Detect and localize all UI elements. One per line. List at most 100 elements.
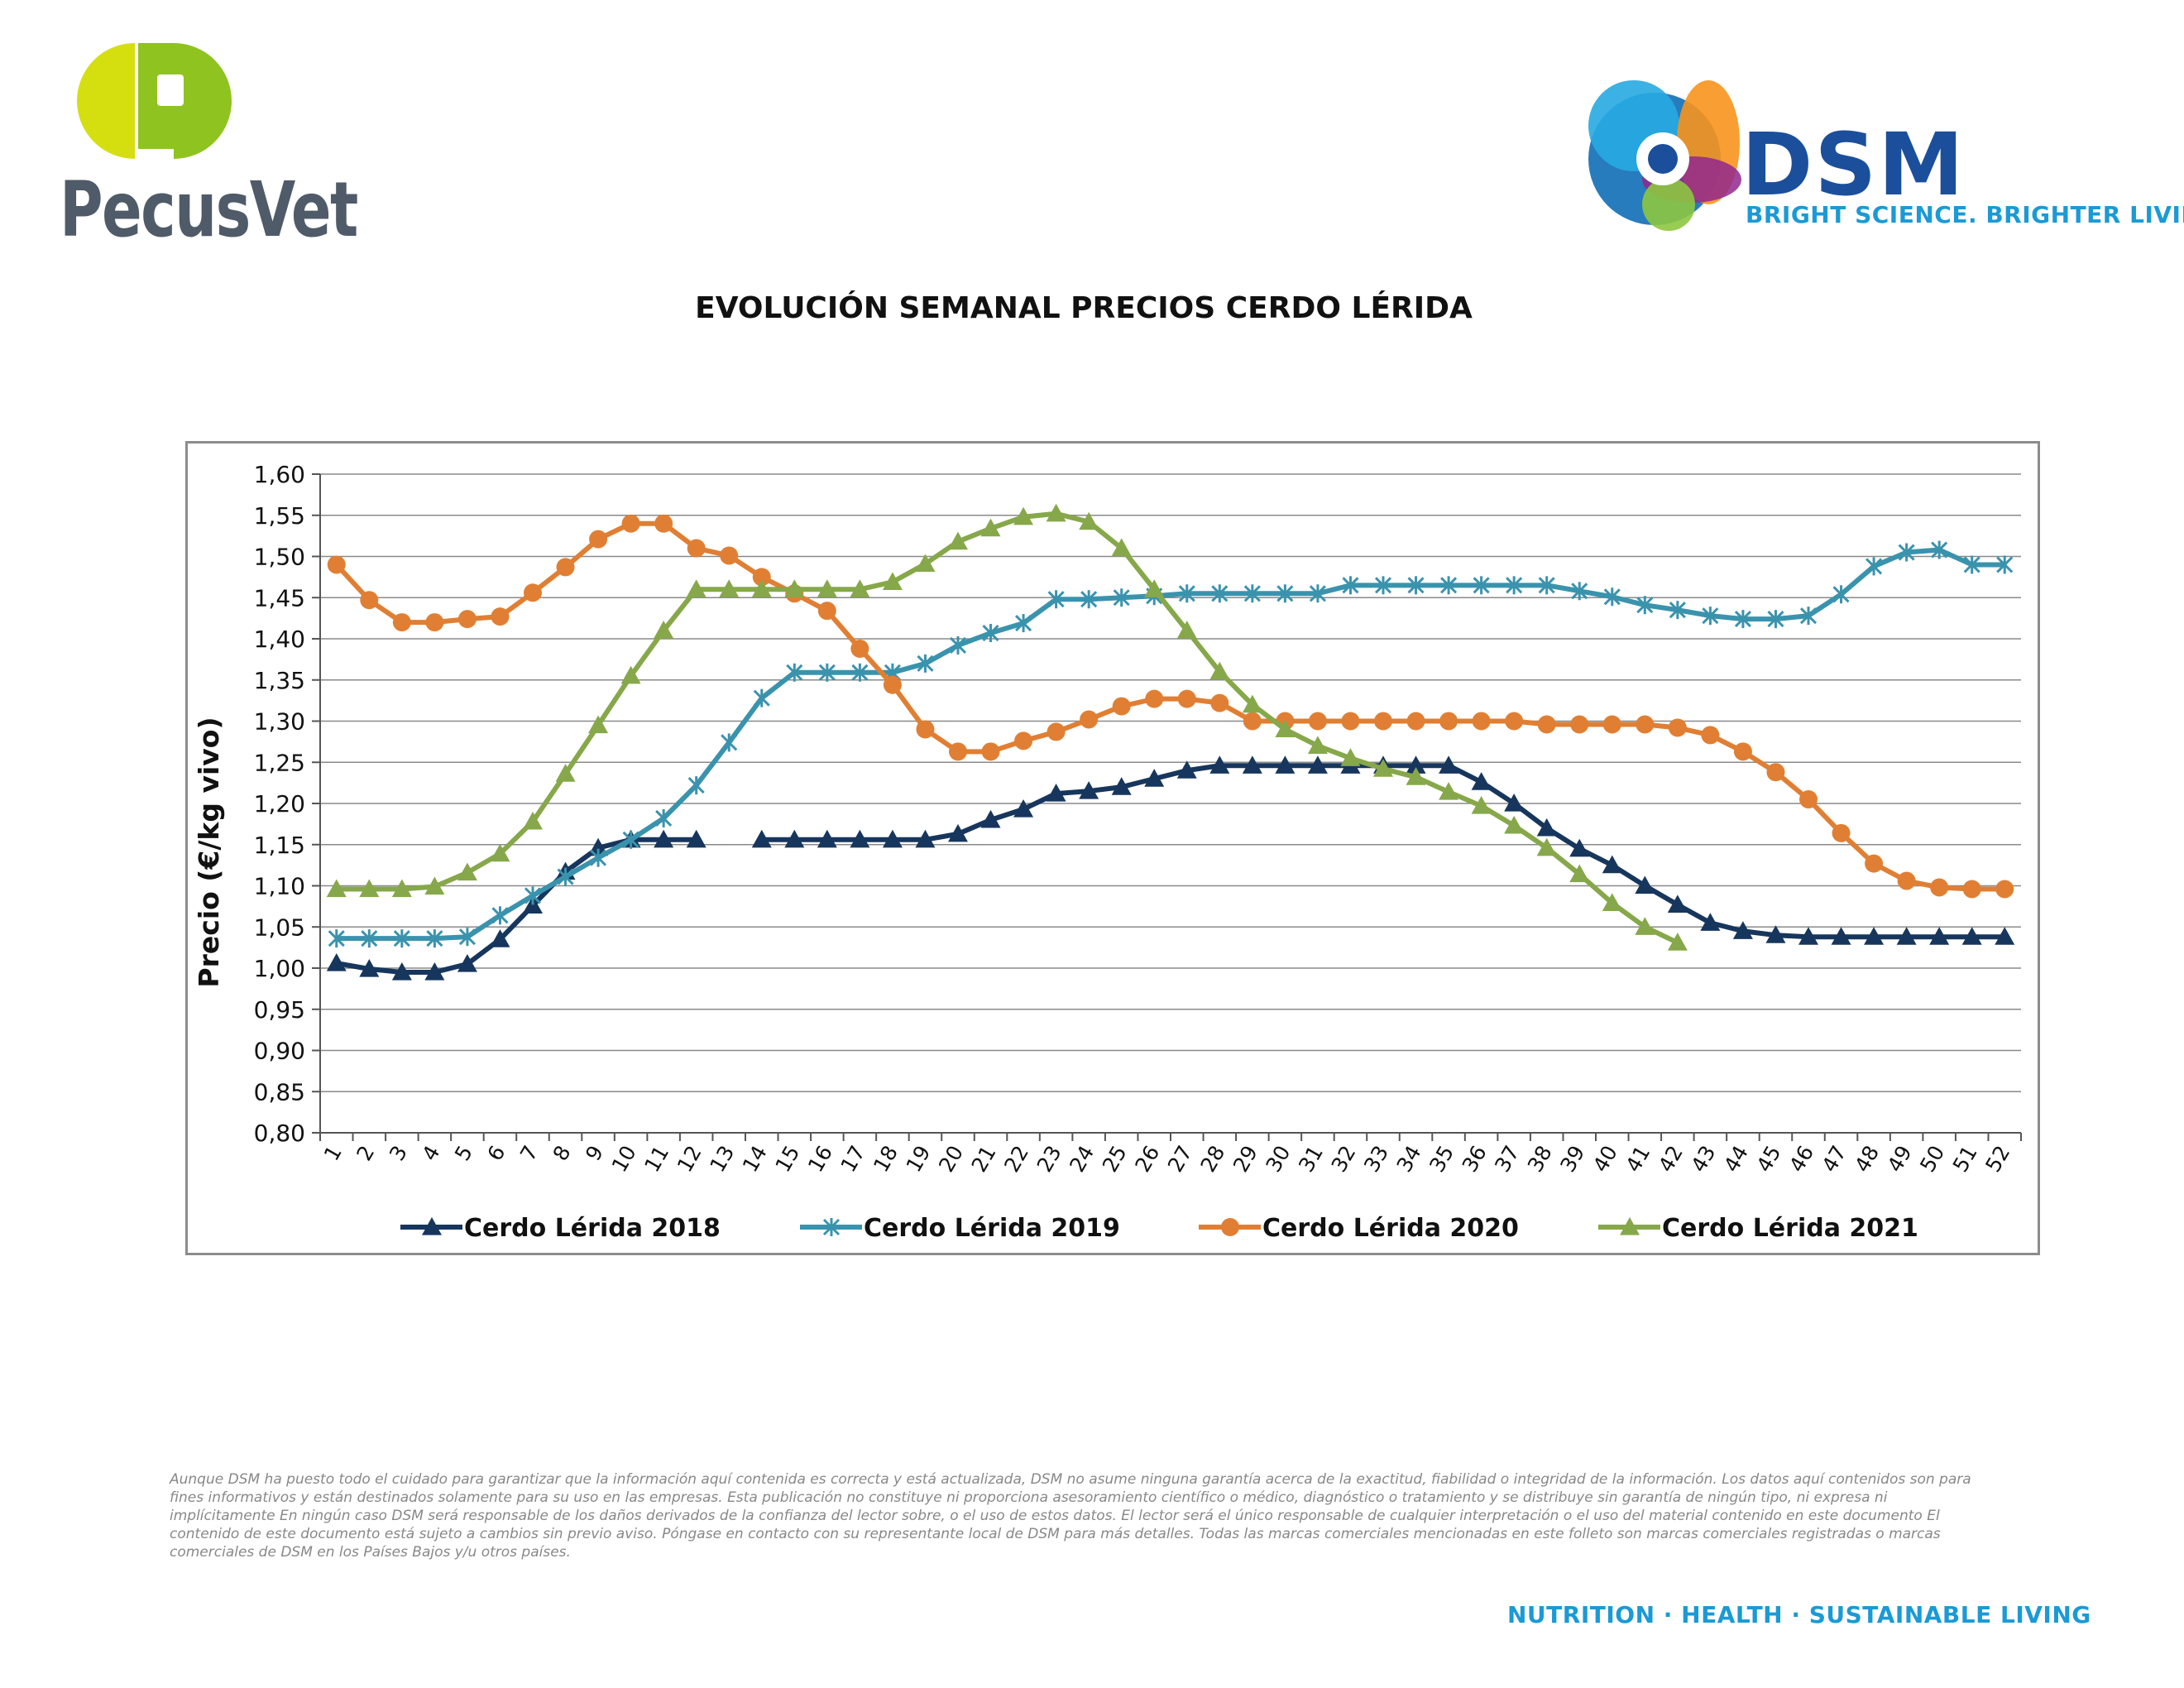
data-point: [1439, 712, 1458, 731]
data-point: [751, 579, 772, 597]
x-tick-label: 40: [1588, 1142, 1622, 1177]
data-point: [557, 867, 574, 886]
data-point: [1866, 557, 1883, 576]
x-tick-label: 36: [1458, 1142, 1492, 1177]
x-tick-label: 20: [934, 1142, 968, 1177]
y-tick-label: 1,50: [254, 544, 305, 571]
data-point: [621, 514, 640, 533]
data-point: [524, 583, 542, 602]
x-tick-label: 34: [1392, 1142, 1426, 1177]
data-point: [1896, 927, 1917, 945]
data-point: [1799, 607, 1818, 626]
data-point: [1177, 689, 1196, 708]
data-point: [981, 742, 1000, 761]
data-point: [1732, 921, 1753, 939]
y-tick-label: 1,60: [254, 461, 305, 488]
x-tick-label: 15: [770, 1142, 804, 1177]
data-point: [1176, 621, 1197, 639]
data-point: [1636, 596, 1654, 615]
data-point: [1243, 584, 1261, 603]
pecusvet-logo-text: PecusVet: [60, 165, 358, 254]
data-point: [359, 879, 380, 898]
data-point: [326, 953, 347, 971]
x-tick-label: 30: [1261, 1142, 1295, 1177]
series-lines: [326, 503, 2015, 981]
data-point: [1636, 715, 1655, 734]
data-point: [1439, 755, 1459, 774]
data-point: [424, 961, 445, 981]
data-point: [1472, 712, 1491, 731]
data-point: [817, 602, 836, 621]
data-point: [1766, 763, 1785, 782]
data-point: [1144, 579, 1165, 597]
data-point: [784, 579, 805, 597]
data-point: [686, 579, 706, 597]
data-point: [1373, 759, 1393, 777]
data-point: [753, 688, 770, 707]
data-point: [686, 829, 706, 848]
data-point: [491, 906, 509, 925]
data-point: [393, 929, 410, 948]
x-tick-label: 29: [1228, 1142, 1262, 1177]
data-point: [622, 830, 639, 849]
x-tick-label: 22: [999, 1142, 1033, 1177]
data-point: [1145, 689, 1164, 708]
data-point: [1014, 731, 1033, 750]
data-point: [818, 663, 836, 682]
y-tick-label: 0,90: [254, 1038, 305, 1065]
y-axis-title: Precio (€/kg vivo): [193, 717, 225, 987]
data-point: [1275, 719, 1296, 738]
data-point: [949, 635, 967, 655]
data-point: [1700, 913, 1721, 931]
data-point: [654, 621, 674, 639]
data-point: [1210, 693, 1229, 712]
data-point: [1176, 760, 1197, 779]
series-line: [761, 763, 2005, 940]
data-point: [883, 675, 902, 694]
x-tick-label: 8: [548, 1142, 576, 1165]
data-point: [1831, 927, 1851, 945]
data-point: [490, 843, 510, 862]
data-point: [1406, 767, 1426, 785]
legend-swatch-marker: [422, 1217, 442, 1235]
y-tick-label: 0,95: [254, 996, 305, 1024]
y-tick-label: 1,00: [254, 955, 305, 982]
data-point: [1538, 576, 1555, 595]
data-point: [1112, 697, 1131, 716]
x-tick-label: 43: [1686, 1142, 1720, 1177]
data-point: [1569, 838, 1590, 857]
x-tick-label: 18: [869, 1142, 903, 1177]
data-point: [721, 733, 738, 752]
data-point: [458, 928, 476, 947]
legend-item: Cerdo Lérida 2019: [800, 1214, 1120, 1243]
data-point: [1080, 590, 1098, 609]
x-tick-label: 17: [836, 1142, 869, 1177]
y-tick-label: 0,80: [254, 1120, 305, 1147]
y-tick-label: 1,20: [254, 790, 305, 818]
data-point: [948, 823, 968, 842]
data-point: [556, 558, 575, 577]
data-point: [1013, 506, 1034, 525]
data-point: [1307, 736, 1328, 754]
y-tick-label: 0,85: [254, 1078, 305, 1105]
dsm-logo-text: DSM: [1741, 114, 1966, 215]
x-tick-label: 10: [607, 1142, 641, 1177]
dsm-logo-icon: [1588, 80, 1741, 231]
series-1: [326, 755, 2015, 981]
data-point: [1504, 815, 1525, 834]
x-tick-label: 12: [673, 1142, 706, 1177]
chart-title: EVOLUCIÓN SEMANAL PRECIOS CERDO LÉRIDA: [695, 291, 1473, 325]
legend-swatch-marker: [1620, 1217, 1640, 1235]
data-point: [1178, 584, 1195, 603]
y-tick-label: 1,30: [254, 708, 305, 736]
data-point: [1832, 585, 1850, 604]
data-point: [328, 929, 345, 948]
data-point: [1506, 576, 1523, 595]
data-point: [1374, 712, 1392, 731]
pecus-logo-yellow-half: [77, 43, 135, 159]
y-tick-label: 1,25: [254, 749, 305, 776]
grid-lines: [320, 473, 2021, 1134]
data-point: [1961, 927, 1982, 945]
legend: Cerdo Lérida 2018 Cerdo Lérida 2019 Cerdo …: [400, 1214, 1918, 1243]
disclaimer-text: Aunque DSM ha puesto todo el cuidado par…: [170, 1471, 1971, 1561]
